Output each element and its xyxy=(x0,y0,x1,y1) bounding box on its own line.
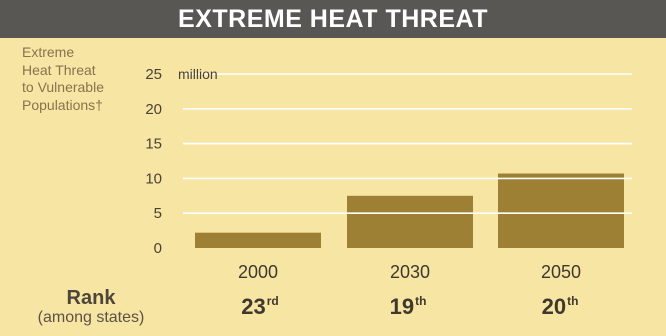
y-tick-label: 25 xyxy=(145,66,162,83)
rank-value-2000: 23rd xyxy=(200,288,320,320)
rank-title: Rank xyxy=(66,287,116,309)
x-tick-label: 2050 xyxy=(541,262,581,282)
bar-2000 xyxy=(195,232,321,248)
banner-title: EXTREME HEAT THREAT xyxy=(178,4,488,33)
y-axis-description-line: Populations† xyxy=(22,96,103,113)
y-tick-label: 0 xyxy=(154,240,162,257)
rank-value-2050: 20th xyxy=(500,288,620,320)
rank-label: Rank (among states) xyxy=(16,287,166,327)
y-axis-description-line: Heat Threat xyxy=(22,61,96,78)
rank-suffix: th xyxy=(415,294,427,308)
bar-2050 xyxy=(498,173,624,248)
y-axis-description: Extreme Heat Threat to Vulnerable Popula… xyxy=(22,44,142,114)
rank-suffix: th xyxy=(567,294,579,308)
rank-value-2030: 19th xyxy=(348,288,468,320)
x-tick-label: 2000 xyxy=(238,262,278,282)
rank-number: 23 xyxy=(241,294,266,319)
y-axis-description-line: to Vulnerable xyxy=(22,79,104,95)
y-tick-label: 10 xyxy=(145,170,162,187)
y-tick-label: 15 xyxy=(145,136,162,153)
y-axis-description-line: Extreme xyxy=(22,44,75,60)
rank-suffix: rd xyxy=(266,294,279,308)
rank-number: 20 xyxy=(541,294,567,319)
y-unit-label: million xyxy=(178,66,218,82)
rank-subtitle: (among states) xyxy=(37,309,145,326)
y-tick-label: 5 xyxy=(154,205,162,222)
rank-number: 19 xyxy=(389,294,415,319)
title-banner: EXTREME HEAT THREAT xyxy=(0,0,666,38)
y-tick-label: 20 xyxy=(145,101,162,118)
x-tick-label: 2030 xyxy=(390,262,430,282)
bar-2030 xyxy=(347,195,473,248)
